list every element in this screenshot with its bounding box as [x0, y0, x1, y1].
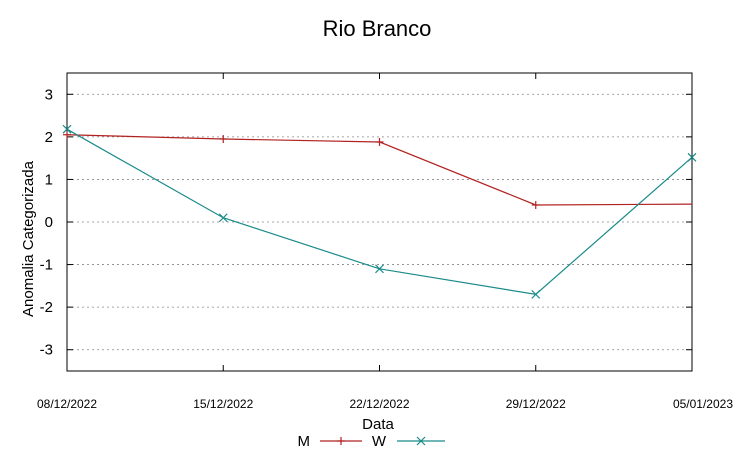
y-axis-label: Anomalia Categorizada: [20, 160, 37, 317]
x-tick-label: 08/12/2022: [37, 397, 97, 411]
y-tick-label: -2: [40, 299, 53, 316]
series-group: [62, 124, 697, 299]
y-tick-label: -3: [40, 342, 53, 359]
chart-title: Rio Branco: [323, 16, 432, 41]
series-W: [62, 124, 697, 299]
legend-item-W: W: [372, 433, 445, 450]
data-point-marker: [62, 124, 72, 134]
x-axis-ticks: 08/12/2022 15/12/2022 22/12/2022 29/12/2022…: [37, 73, 733, 411]
x-tick-label: 15/12/2022: [193, 397, 253, 411]
legend-label: W: [372, 433, 387, 450]
y-axis-ticks: 3 2 1 0 -1 -2 -3: [40, 86, 692, 359]
y-tick-label: 2: [45, 129, 53, 146]
y-tick-label: 0: [45, 214, 53, 231]
x-tick-label: 29/12/2022: [506, 397, 566, 411]
data-point-marker: [218, 213, 228, 223]
y-tick-label: -1: [40, 257, 53, 274]
data-point-marker: [531, 289, 541, 299]
x-axis-label: Data: [362, 416, 394, 433]
data-point-marker: [416, 436, 426, 446]
legend-item-M: M: [298, 433, 362, 450]
data-point-marker: [375, 264, 384, 274]
legend-label: M: [298, 433, 311, 450]
data-point-marker: [687, 152, 697, 162]
y-tick-label: 1: [45, 171, 53, 188]
y-tick-label: 3: [45, 86, 53, 103]
series-M: [63, 130, 693, 209]
x-tick-label: 05/01/2023: [673, 397, 733, 411]
x-tick-label: 22/12/2022: [349, 397, 409, 411]
gridlines: [67, 93, 692, 351]
